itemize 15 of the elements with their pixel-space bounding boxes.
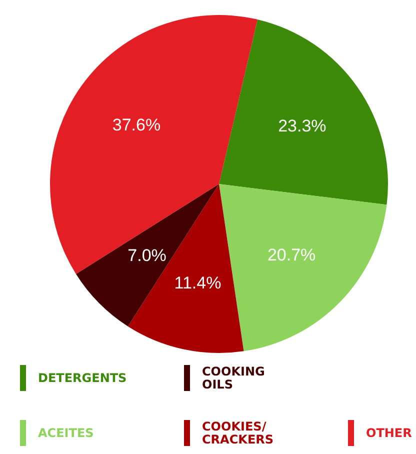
legend-label: ACEITES [38,426,94,440]
pie-slice [219,19,388,205]
data-label: 23.3% [278,116,326,136]
pie-slice [50,15,258,274]
legend-label: COOKIES/CRACKERS [202,420,274,446]
legend-label: OTHER [366,426,412,440]
legend-label: DETERGENTS [38,371,127,385]
pie-slice [219,184,387,352]
pie-slice [76,184,219,326]
pie-slice [128,184,244,353]
data-label: 20.7% [267,245,316,264]
legend-label: COOKING OILS [202,364,265,392]
data-label: 11.4% [174,274,222,293]
data-label: 37.6% [112,116,161,135]
data-label: 7.0% [128,246,166,265]
